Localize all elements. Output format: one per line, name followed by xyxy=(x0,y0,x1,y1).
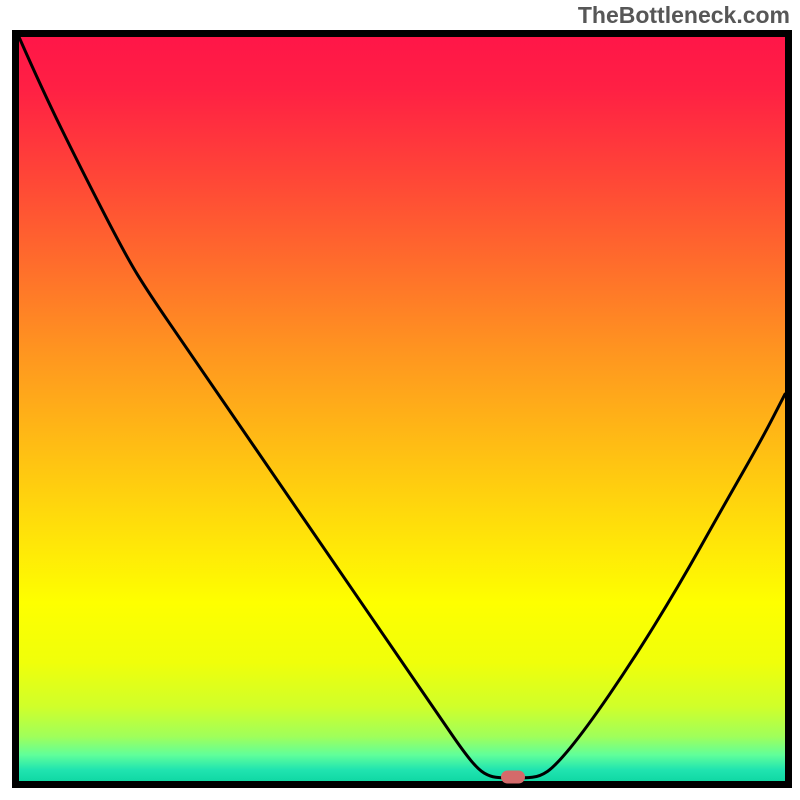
plot-area xyxy=(12,30,792,788)
gradient-background xyxy=(19,37,785,781)
chart-container: TheBottleneck.com xyxy=(0,0,800,800)
optimal-marker xyxy=(501,771,525,784)
watermark-text: TheBottleneck.com xyxy=(578,2,790,29)
